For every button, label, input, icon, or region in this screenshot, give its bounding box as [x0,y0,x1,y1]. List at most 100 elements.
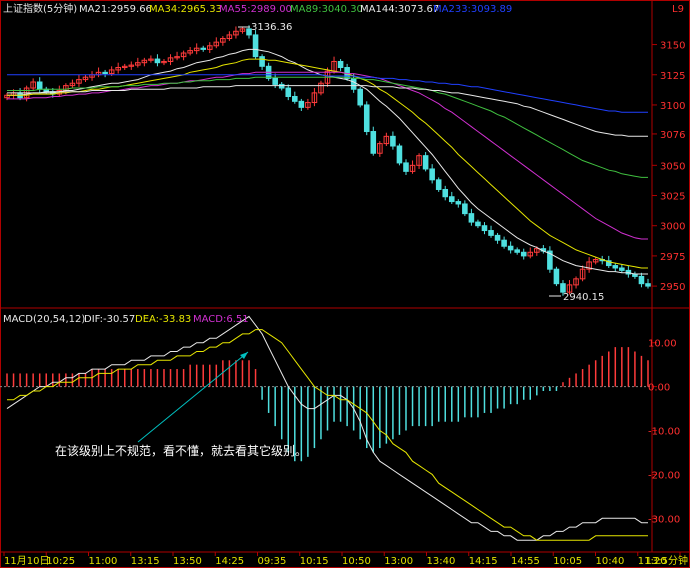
candle [161,60,167,64]
candle [337,60,344,69]
candle [370,131,377,154]
time-tick-label: 10:40 [596,556,625,567]
candle [547,250,553,270]
candle [605,260,612,267]
candle [409,164,416,172]
candle [311,92,318,104]
time-tick-label: 11:00 [89,556,118,567]
macd-lines [6,315,648,541]
candle [305,102,311,108]
candle [383,135,390,145]
price-tick-label: 2950 [660,282,685,293]
time-tick-label: 14:15 [469,556,498,567]
candle [475,221,481,227]
candle [390,135,396,147]
moving-average-lines [7,48,648,275]
candle [82,76,89,81]
time-tick-label: 13:00 [384,556,413,567]
macd-histogram [6,347,649,462]
candle [128,64,135,67]
annotation-arrow-line [137,351,249,443]
candle [494,234,501,241]
candle [239,28,246,32]
price-axis: 3150 3125 3100 3076 3050 3025 3000 2975 2950 [652,41,685,293]
candle [154,58,161,64]
candle [30,81,36,89]
time-tick-label: 11月10日 [4,555,49,567]
candle [259,56,265,67]
candle [187,50,193,54]
high-price-label: 3136.36 [251,22,292,33]
price-tick-label: 3150 [660,41,685,52]
candlestick-series [4,25,651,296]
candle [226,34,233,40]
candle [520,251,527,257]
macd-tick-label: -30.00 [648,514,680,525]
candle [233,30,239,36]
candle [586,261,592,270]
candle [625,269,632,275]
candle [527,251,534,257]
candle [292,95,298,102]
time-tick-label: 13:40 [427,556,456,567]
candle [507,245,514,251]
macd-tick-label: 0.00 [648,383,670,394]
candle [350,77,357,90]
candle [272,77,278,85]
candle [148,58,154,61]
candle [108,69,115,75]
ma89-label: MA89:3040.30 [290,4,363,15]
time-tick-label: 13:5分钟 [646,554,688,567]
price-tick-label: 3125 [660,71,685,82]
candle [481,225,488,232]
candle [76,79,82,84]
annotation-arrow-head [240,352,248,359]
candle [396,145,403,164]
time-tick-label: 14:25 [215,556,244,567]
macd-dif-label: DIF:-30.57 [84,314,135,325]
candle [135,62,141,66]
candle [560,283,566,293]
price-tick-label: 3000 [660,222,685,233]
price-tick-label: 2975 [660,252,685,263]
candle [220,38,226,43]
candle [638,275,645,285]
time-tick-label: 09:35 [258,556,287,567]
candle [422,155,429,170]
candle [645,283,651,287]
candle [612,265,619,269]
ma34-label: MA34:2965.33 [149,4,222,15]
ma233-label: MA233:3093.89 [433,4,512,15]
ma55-label: MA55:2989.00 [219,4,292,15]
candle [115,67,121,71]
candle [298,100,305,108]
candle [553,268,560,285]
low-price-label: 2940.15 [563,292,604,303]
candle [36,81,43,90]
ma144-line [7,85,648,137]
time-tick-label: 10:25 [46,556,75,567]
candle [246,28,252,36]
candle [573,278,579,286]
candle [429,168,435,181]
candle [566,284,573,293]
macd-axis: 10.00 0.00 -10.00 -20.00 -30.00 [648,339,680,526]
candle [252,34,259,58]
candle [488,230,494,236]
candle [501,239,507,247]
candle [377,143,383,154]
corner-mark: L9 [672,4,684,15]
candle [193,47,200,52]
price-tick-label: 3050 [660,161,685,172]
price-tick-label: 3025 [660,192,685,203]
macd-name: MACD(20,54,12) [3,314,85,325]
annotation-note: 在该级别上不规范，看不懂，就去看其它级别。 [55,443,307,458]
candle [448,196,455,203]
dif-line [6,315,648,541]
macd-tick-label: -10.00 [648,427,680,438]
candle [619,267,625,271]
candle [167,57,174,62]
candle [200,47,207,50]
